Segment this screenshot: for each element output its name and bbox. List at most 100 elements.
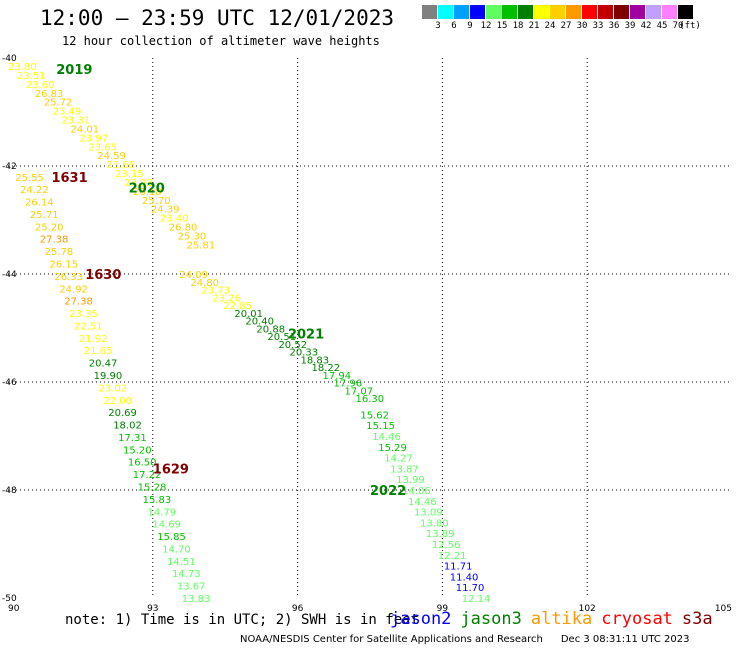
wave-height-label: 23.51 [17, 71, 46, 82]
wave-height-label: 15.20 [123, 445, 152, 456]
wave-height-label: 24.92 [59, 284, 88, 295]
note-text: note: 1) Time is in UTC; 2) SWH is in fe… [65, 612, 420, 628]
legend-swatches [422, 5, 740, 19]
wave-height-label: 23.26 [212, 293, 241, 304]
wave-height-label: 17.22 [133, 470, 162, 481]
legend-swatch [566, 5, 582, 19]
wave-height-label: 24.39 [151, 205, 180, 216]
legend-tick-label: 27 [560, 21, 572, 31]
wave-height-label: 15.83 [143, 495, 172, 506]
wave-height-label: 25.55 [15, 173, 44, 184]
legend-swatch [662, 5, 678, 19]
legend-swatch [678, 5, 694, 19]
pass-time-label: 2020 [129, 182, 165, 197]
latitude-tick-label: -50 [2, 594, 17, 604]
pass-time-label: 1630 [85, 268, 121, 283]
wave-height-label: 27.38 [40, 235, 69, 246]
wave-height-label: 26.80 [169, 222, 198, 233]
wave-height-label: 13.99 [396, 475, 425, 486]
wave-height-label: 26.14 [25, 198, 54, 209]
wave-height-label: 24.80 [190, 278, 219, 289]
wave-height-label: 14.70 [162, 544, 191, 555]
legend-tick-label: 39 [624, 21, 636, 31]
legend-tick-label: 9 [467, 21, 473, 31]
wave-height-label: 14.46 [372, 432, 401, 443]
wave-height-label: 24.22 [20, 185, 49, 196]
wave-height-label: 15.28 [138, 483, 167, 494]
wave-height-label: 13.09 [414, 508, 443, 519]
latitude-tick-label: -44 [2, 270, 17, 280]
wave-height-label: 25.30 [178, 231, 207, 242]
wave-height-label: 15.15 [366, 421, 395, 432]
wave-height-label: 20.33 [289, 348, 318, 359]
longitude-tick-label: 93 [147, 604, 158, 614]
wave-height-label: 18.83 [300, 355, 329, 366]
wave-height-label: 25.20 [35, 222, 64, 233]
wave-height-label: 14.27 [384, 454, 413, 465]
latitude-tick-label: -40 [2, 54, 17, 64]
wave-height-label: 15.85 [157, 532, 186, 543]
legend-tick-label: 3 [435, 21, 441, 31]
wave-height-label: 23.60 [26, 80, 55, 91]
pass-time-label: 1631 [51, 171, 87, 186]
wave-height-label: 20.40 [245, 317, 274, 328]
wave-height-label: 12.56 [432, 540, 461, 551]
legend-unit: (ft) [679, 21, 701, 31]
wave-height-label: 20.88 [256, 324, 285, 335]
wave-height-label: 21.92 [79, 334, 108, 345]
map-grid [8, 58, 732, 598]
color-legend: (ft) 3 6 9 12 15 18 21 24 27 30 33 36 39 42 45 70 [422, 5, 740, 31]
wave-height-label: 17.31 [118, 433, 147, 444]
legend-tick-label: 42 [640, 21, 652, 31]
wave-height-label: 17.94 [322, 371, 351, 382]
legend-tick-label: 21 [528, 21, 540, 31]
wave-height-label: 23.73 [201, 286, 230, 297]
wave-height-label: 23.65 [88, 142, 117, 153]
legend-tick-label: 18 [512, 21, 524, 31]
pass-labels: 2019 1631 2020 1630 2021 1629 2022 [51, 63, 406, 499]
map-title: 12:00 — 23:59 UTC 12/01/2023 [40, 6, 395, 30]
wave-height-label: 24.09 [179, 270, 208, 281]
wave-height-label: 23.97 [79, 133, 108, 144]
legend-swatch [502, 5, 518, 19]
wave-height-label: 17.96 [333, 379, 362, 390]
wave-height-label: 20.47 [89, 359, 118, 370]
wave-height-label: 23.15 [115, 169, 144, 180]
legend-swatch [454, 5, 470, 19]
latitude-tick-label: -46 [2, 378, 17, 388]
longitude-tick-label: 96 [292, 604, 304, 614]
wave-height-label: 14.51 [167, 557, 196, 568]
wave-height-label: 14.73 [172, 569, 201, 580]
wave-height-label: 27.38 [64, 297, 93, 308]
wave-height-label: 24.59 [97, 151, 126, 162]
satellite-key: jason2 jason3 altika cryosat s3a [390, 609, 722, 629]
satellite-key-altika: altika [530, 609, 593, 629]
wave-height-label: 20.69 [108, 408, 137, 419]
wave-height-label: 22.51 [74, 321, 103, 332]
wave-height-label: 19.90 [94, 371, 123, 382]
wave-height-label: 14.06 [402, 486, 431, 497]
legend-tick-label: 12 [480, 21, 492, 31]
wave-height-label: 23.02 [99, 383, 128, 394]
wave-height-label: 13.87 [390, 464, 419, 475]
wave-height-label: 14.69 [152, 520, 181, 531]
wave-height-label: 14.46 [408, 497, 437, 508]
legend-labels: (ft) 3 6 9 12 15 18 21 24 27 30 33 36 39 42 45 70 [422, 19, 740, 31]
wave-height-label: 22.85 [223, 301, 252, 312]
wave-height-label: 13.89 [426, 529, 455, 540]
wave-height-label: 25.71 [30, 210, 59, 221]
legend-swatch [534, 5, 550, 19]
satellite-key-s3a: s3a [681, 609, 713, 629]
longitude-tick-label: 90 [8, 604, 20, 614]
wave-height-label: 14.79 [147, 507, 176, 518]
wave-height-label: 13.83 [182, 594, 211, 605]
wave-height-label: 23.80 [8, 62, 37, 73]
legend-swatch [582, 5, 598, 19]
wave-height-label: 23.49 [53, 107, 82, 118]
legend-tick-label: 15 [496, 21, 508, 31]
legend-tick-label: 24 [544, 21, 556, 31]
wave-height-label: 20.52 [278, 340, 307, 351]
legend-tick-label: 30 [576, 21, 588, 31]
wave-height-label: 16.50 [128, 458, 157, 469]
legend-tick-label: 6 [451, 21, 457, 31]
